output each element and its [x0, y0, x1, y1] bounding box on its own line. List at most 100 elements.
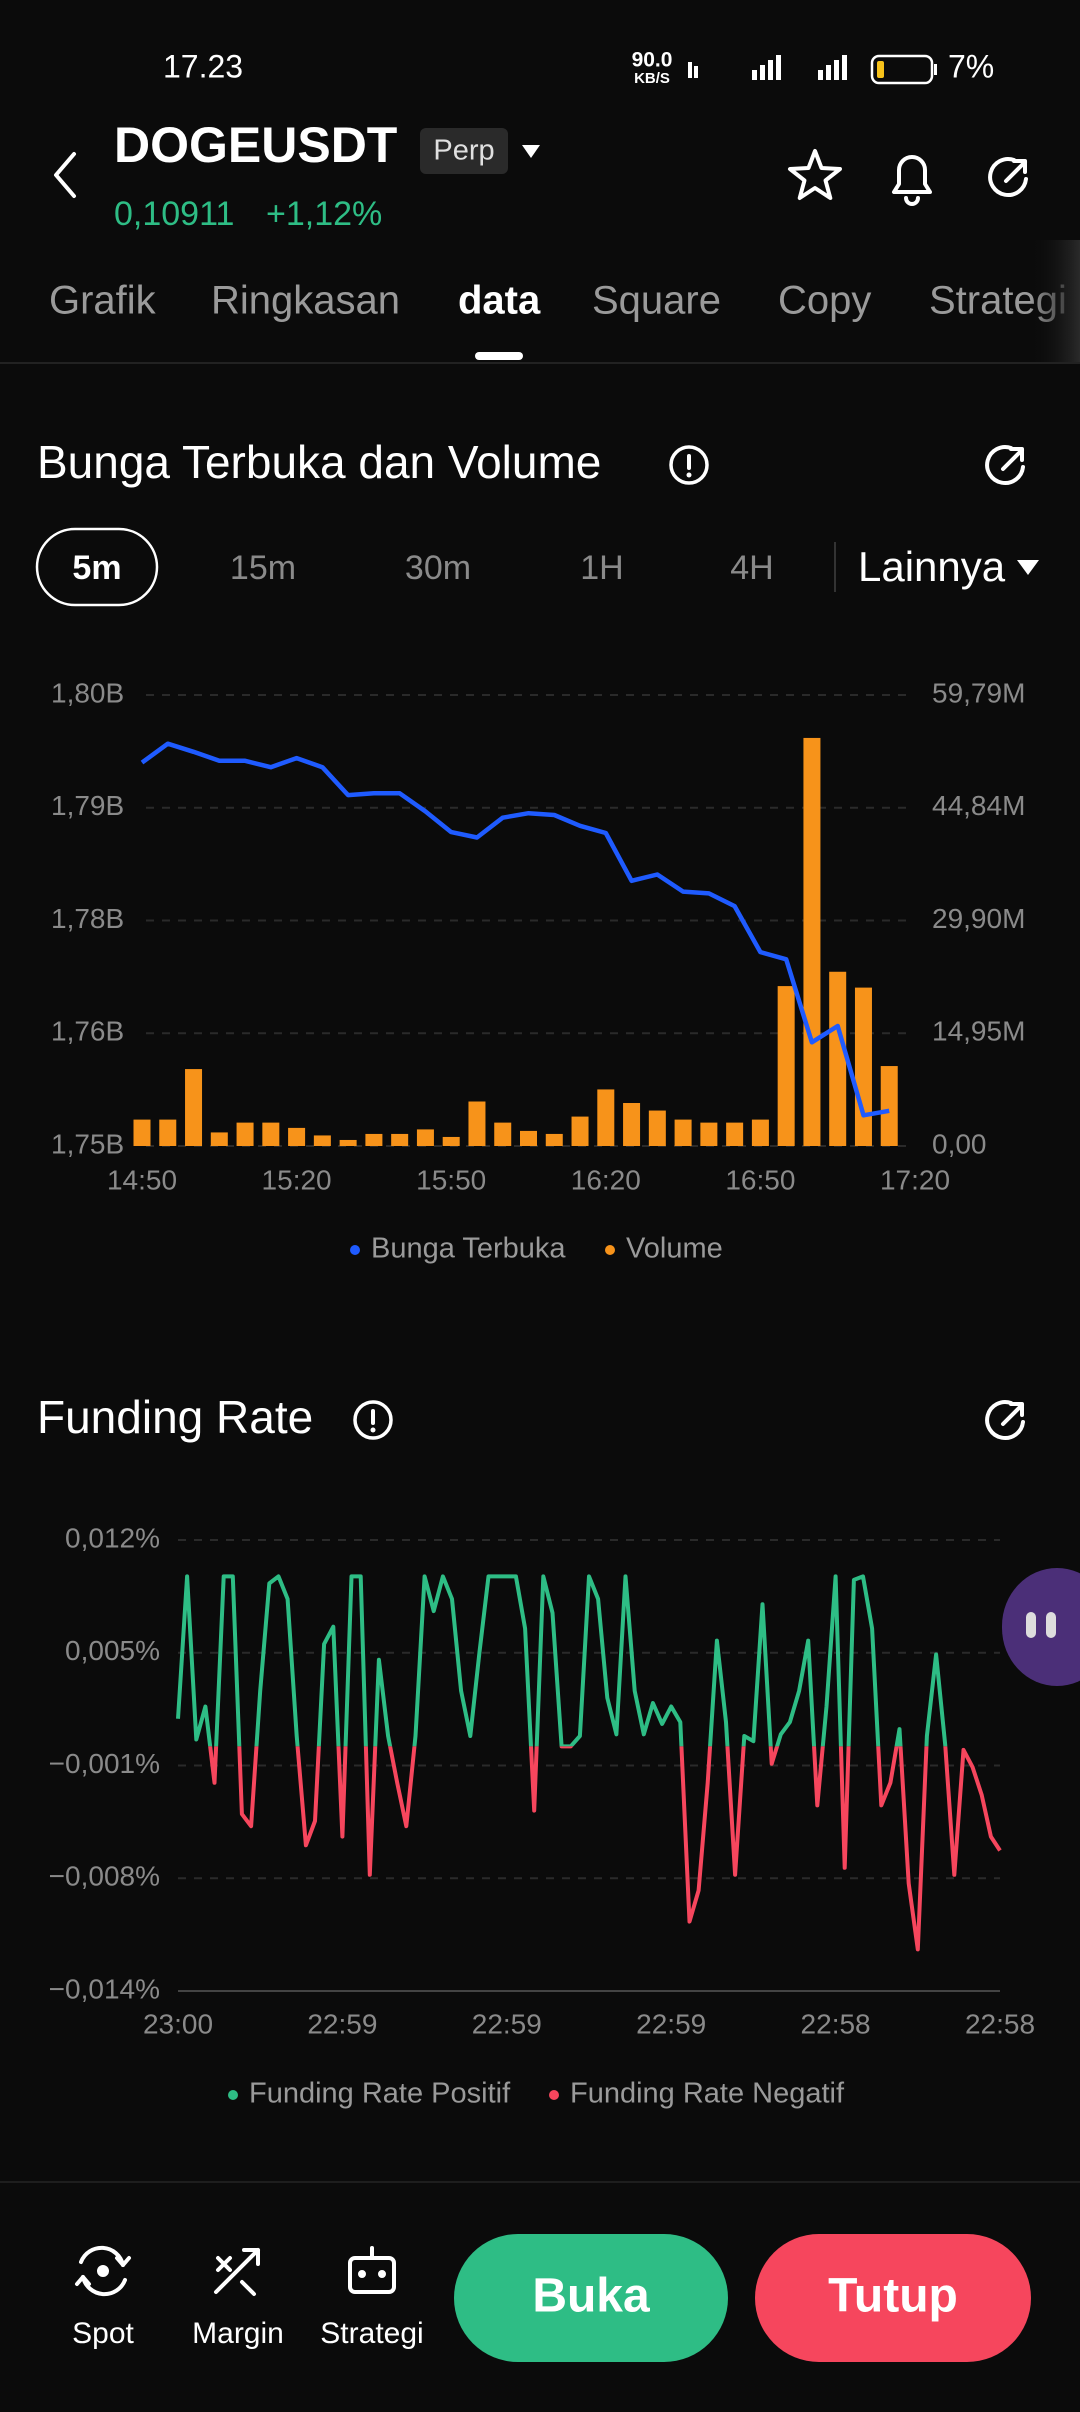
section-title: Bunga Terbuka dan Volume — [37, 436, 601, 488]
open-interest-line — [140, 741, 890, 1118]
volume-bar — [829, 971, 847, 1146]
tab[interactable]: Grafik — [49, 279, 157, 323]
y-tick-label: 1,78B — [51, 903, 124, 934]
open-button-label[interactable]: Buka — [532, 2270, 650, 2323]
volume-bar — [880, 1066, 898, 1146]
x-tick-label: 15:50 — [416, 1164, 486, 1195]
legend-dot — [549, 2090, 559, 2100]
shortcut-label[interactable]: Spot — [72, 2317, 134, 2350]
volume-bar — [700, 1122, 718, 1146]
price-change: +1,12% — [266, 195, 382, 233]
legend-label: Funding Rate Positif — [249, 2078, 511, 2110]
volume-bar — [494, 1122, 512, 1146]
interval-selected[interactable] — [35, 527, 159, 607]
y-tick-label: −0,001% — [49, 1748, 160, 1779]
volume-bar — [545, 1133, 563, 1146]
symbol-dropdown[interactable] — [522, 145, 540, 158]
interval-option[interactable]: 1H — [580, 549, 623, 587]
volume-bar — [674, 1119, 692, 1146]
x-tick-label: 16:20 — [571, 1164, 641, 1195]
y2-tick-label: 44,84M — [932, 790, 1025, 821]
more-intervals[interactable]: Lainnya — [858, 543, 1006, 590]
more-dropdown[interactable] — [1017, 560, 1039, 575]
volume-bar — [854, 987, 872, 1146]
y2-tick-label: 0,00 — [932, 1128, 987, 1159]
open-interest-chart: 1,80B 1,79B 1,78B 1,76B 1,75B 59,79M 44,84M 29,… — [51, 677, 1025, 1264]
net-unit: KB/S — [634, 70, 670, 87]
shortcut-bar: Spot Margin Strategi — [72, 2317, 424, 2350]
y-tick-label: 0,012% — [65, 1522, 160, 1553]
strategy-icon[interactable] — [348, 2246, 396, 2294]
volume-bar — [468, 1101, 486, 1146]
volume-bar — [442, 1136, 460, 1146]
x-tick-label: 23:00 — [143, 2008, 213, 2039]
volume-bar — [726, 1122, 744, 1146]
y2-tick-label: 29,90M — [932, 903, 1025, 934]
volume-bar — [391, 1133, 409, 1146]
tab[interactable]: Square — [592, 279, 721, 323]
y-tick-label: 1,75B — [51, 1128, 124, 1159]
last-price: 0,10911 — [114, 195, 234, 233]
volume-bar — [648, 1110, 666, 1146]
tab[interactable]: data — [458, 279, 541, 323]
volume-bar — [777, 986, 795, 1146]
y-tick-label: −0,014% — [49, 1973, 160, 2004]
volume-bar — [133, 1119, 151, 1146]
legend-label: Funding Rate Negatif — [570, 2078, 845, 2110]
section-title: Funding Rate — [37, 1391, 313, 1443]
x-tick-label: 15:20 — [262, 1164, 332, 1195]
back-button[interactable] — [54, 152, 76, 198]
x-tick-label: 22:58 — [965, 2008, 1035, 2039]
y2-tick-label: 14,95M — [932, 1016, 1025, 1047]
clock: 17.23 — [163, 48, 243, 84]
close-button-label[interactable]: Tutup — [828, 2270, 958, 2323]
close-button[interactable] — [755, 2234, 1031, 2362]
volume-bar — [313, 1135, 331, 1146]
legend-dot — [350, 1245, 360, 1255]
funding-rate-chart: 0,012% 0,005% −0,001% −0,008% −0,014% 23:00 22… — [49, 1522, 1035, 2109]
interval-option[interactable]: 15m — [230, 549, 296, 587]
spot-icon[interactable] — [75, 2245, 131, 2297]
volume-bar — [185, 1069, 203, 1146]
battery-icon — [870, 54, 937, 85]
contract-badge[interactable] — [420, 128, 508, 174]
y-tick-label: 1,79B — [51, 790, 124, 821]
legend-label: Volume — [626, 1233, 723, 1265]
interval-option[interactable]: 4H — [730, 549, 773, 587]
contract-type[interactable]: Perp — [433, 135, 494, 167]
y-tick-label: 1,76B — [51, 1016, 124, 1047]
volume-bar — [365, 1133, 383, 1146]
legend-dot — [605, 1245, 615, 1255]
x-tick-label: 16:50 — [725, 1164, 795, 1195]
tab-fade — [1030, 240, 1080, 362]
volume-bar — [803, 737, 821, 1146]
interval-selector: 5m 15m 30m 1H 4H — [72, 549, 773, 587]
volume-bar — [597, 1089, 615, 1146]
legend-dot — [228, 2090, 238, 2100]
volume-bar — [751, 1119, 769, 1146]
tab-indicator — [475, 352, 523, 360]
x-tick-label: 22:59 — [307, 2008, 377, 2039]
margin-icon[interactable] — [214, 2248, 260, 2296]
x-tick-label: 14:50 — [107, 1164, 177, 1195]
shortcut-label[interactable]: Strategi — [320, 2317, 423, 2350]
open-button[interactable] — [454, 2234, 728, 2362]
y-tick-label: 0,005% — [65, 1635, 160, 1666]
favorite-button[interactable] — [788, 149, 842, 200]
interval-option[interactable]: 5m — [72, 549, 121, 587]
volume-bar — [571, 1116, 589, 1146]
volume-bar — [210, 1132, 228, 1146]
tab[interactable]: Copy — [778, 279, 871, 323]
alert-button[interactable] — [892, 155, 932, 206]
volume-bar — [288, 1127, 306, 1146]
interval-option[interactable]: 30m — [405, 549, 471, 587]
tab[interactable]: Ringkasan — [211, 279, 400, 323]
floating-assistant[interactable] — [1002, 1568, 1080, 1686]
symbol: DOGEUSDT — [114, 117, 397, 173]
y-tick-label: 1,80B — [51, 677, 124, 708]
net-speed: 90.0 — [632, 49, 673, 72]
y2-tick-label: 59,79M — [932, 677, 1025, 708]
shortcut-label[interactable]: Margin — [192, 2317, 284, 2350]
